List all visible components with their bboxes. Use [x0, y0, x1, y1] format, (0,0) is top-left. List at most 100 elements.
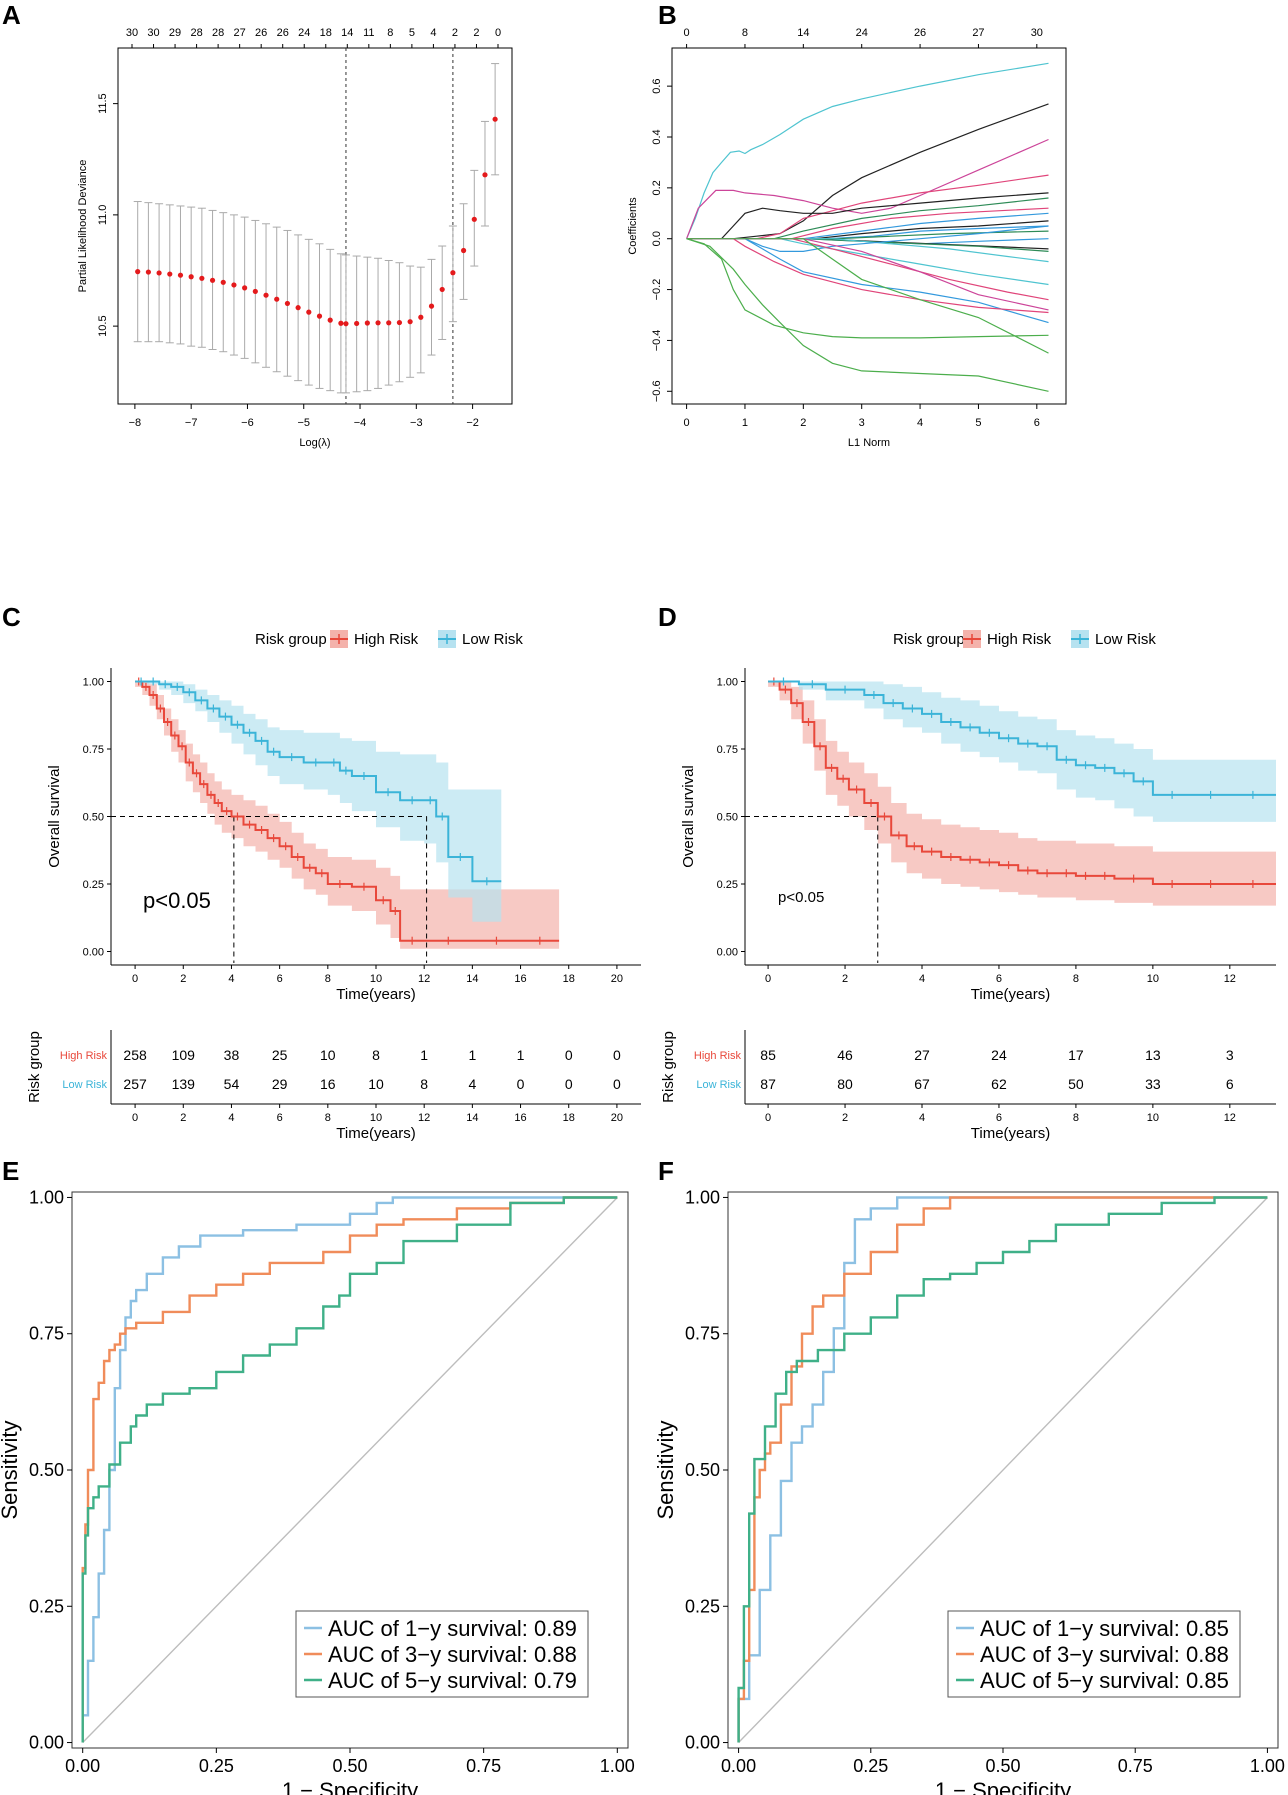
x-tick-label: 18: [563, 973, 575, 985]
y-tick-label: 11.0: [97, 205, 109, 226]
top-tick-label: 30: [126, 27, 138, 39]
deviance-point: [295, 305, 301, 311]
reference-diagonal: [82, 1196, 618, 1744]
y-axis-label: Partial Likelihood Deviance: [77, 160, 89, 293]
x-axis-label: Time(years): [336, 986, 415, 1003]
plot-frame: [671, 47, 1067, 405]
top-tick-label: 30: [147, 27, 159, 39]
risk-count: 27: [914, 1047, 930, 1063]
coefficient-path-15: [686, 238, 1049, 263]
x-tick-label: 5: [975, 417, 981, 429]
x-tick-label: 0.75: [1118, 1756, 1153, 1776]
x-tick-label: 12: [418, 973, 430, 985]
y-tick-label: 0.50: [29, 1460, 64, 1480]
risk-count: 1: [517, 1047, 525, 1063]
x-tick-label: 0.00: [65, 1756, 100, 1776]
roc-curve-3y: [737, 1196, 1268, 1743]
deviance-point: [338, 320, 344, 326]
table-x-tick-label: 8: [1073, 1112, 1079, 1124]
deviance-point: [199, 275, 205, 281]
top-tick-label: 2: [452, 27, 458, 39]
x-tick-label: 10: [1147, 973, 1159, 985]
risk-count: 62: [991, 1076, 1007, 1092]
x-tick-label: 12: [1224, 973, 1236, 985]
y-tick-label: 0.00: [717, 947, 738, 959]
risk-count: 10: [320, 1047, 336, 1063]
y-tick-label: 0.75: [717, 744, 738, 756]
legend-label-1y: AUC of 1−y survival: 0.89: [328, 1616, 577, 1641]
x-tick-label: 0.50: [985, 1756, 1020, 1776]
panel-label-b: B: [658, 0, 677, 30]
table-x-tick-label: 14: [466, 1112, 478, 1124]
x-tick-label: 4: [919, 973, 925, 985]
x-tick-label: 14: [466, 973, 478, 985]
x-tick-label: 2: [180, 973, 186, 985]
table-row-label-low-risk: Low Risk: [62, 1079, 107, 1091]
risk-count: 85: [760, 1047, 776, 1063]
risk-count: 54: [224, 1076, 240, 1092]
y-tick-label: 0.25: [685, 1596, 720, 1616]
y-axis-label: Overall survival: [46, 765, 63, 868]
coefficient-path-22: [686, 238, 1049, 354]
coefficient-path-19: [686, 238, 1049, 324]
panel-b-coefficient-paths: 0 1 2 3 4 5 6 0 8 14 24 26 27 30 −0.6 −0.4 −0.2 0.0 0.2 0.4…: [627, 27, 1067, 449]
top-tick-label: 28: [212, 27, 224, 39]
top-tick-label: 8: [387, 27, 393, 39]
x-tick-label: 10: [370, 973, 382, 985]
y-tick-label: 1.00: [685, 1187, 720, 1207]
x-tick-label: 4: [917, 417, 923, 429]
deviance-point: [375, 320, 381, 326]
deviance-point: [167, 271, 173, 277]
x-tick-label: 20: [611, 973, 623, 985]
risk-count: 10: [368, 1076, 384, 1092]
y-tick-label: 0.2: [651, 180, 663, 195]
deviance-point: [231, 282, 237, 288]
deviance-point: [135, 269, 141, 275]
coefficient-path-4: [686, 174, 1049, 240]
table-x-tick-label: 2: [842, 1112, 848, 1124]
x-tick-label: 0.75: [466, 1756, 501, 1776]
x-tick-label: 4: [228, 973, 234, 985]
x-tick-label: 8: [1073, 973, 1079, 985]
table-x-tick-label: 10: [370, 1112, 382, 1124]
y-tick-label: −0.6: [651, 380, 663, 402]
top-tick-label: 0: [684, 27, 690, 39]
legend-label-5y: AUC of 5−y survival: 0.85: [980, 1668, 1229, 1693]
table-x-tick-label: 12: [1224, 1112, 1236, 1124]
deviance-point: [396, 319, 403, 326]
panel-label-e: E: [2, 1156, 19, 1186]
deviance-point: [492, 116, 498, 122]
y-tick-label: 0.6: [651, 78, 663, 93]
x-tick-label: 16: [514, 973, 526, 985]
y-tick-label: 0.25: [29, 1596, 64, 1616]
table-x-axis-label: Time(years): [336, 1125, 415, 1142]
x-tick-label: 1: [742, 417, 748, 429]
deviance-point: [460, 247, 467, 254]
y-tick-label: 0.00: [29, 1733, 64, 1753]
coefficient-path-23: [686, 238, 1049, 339]
roc-curve-5y: [737, 1196, 1268, 1743]
y-tick-label: −0.2: [651, 279, 663, 301]
y-tick-label: 0.50: [717, 812, 738, 824]
risk-count: 87: [760, 1076, 776, 1092]
legend-label-3y: AUC of 3−y survival: 0.88: [980, 1642, 1229, 1667]
survival-curve-high: [768, 680, 1276, 885]
x-tick-label: 2: [800, 417, 806, 429]
x-tick-label: 0.25: [199, 1756, 234, 1776]
legend-label-5y: AUC of 5−y survival: 0.79: [328, 1668, 577, 1693]
x-tick-label: 0.25: [853, 1756, 888, 1776]
x-tick-label: 8: [325, 973, 331, 985]
x-axis-label: Time(years): [971, 986, 1050, 1003]
table-x-tick-label: 12: [418, 1112, 430, 1124]
risk-count: 24: [991, 1047, 1007, 1063]
table-y-axis-label: Risk group: [660, 1031, 677, 1103]
survival-curve-low: [135, 680, 502, 883]
deviance-point: [284, 300, 291, 307]
table-x-tick-label: 6: [277, 1112, 283, 1124]
risk-count: 46: [837, 1047, 853, 1063]
risk-count: 38: [224, 1047, 240, 1063]
coefficient-path-20: [686, 238, 1049, 314]
y-tick-label: 0.4: [651, 129, 663, 144]
roc-curve-1y: [737, 1196, 1268, 1743]
